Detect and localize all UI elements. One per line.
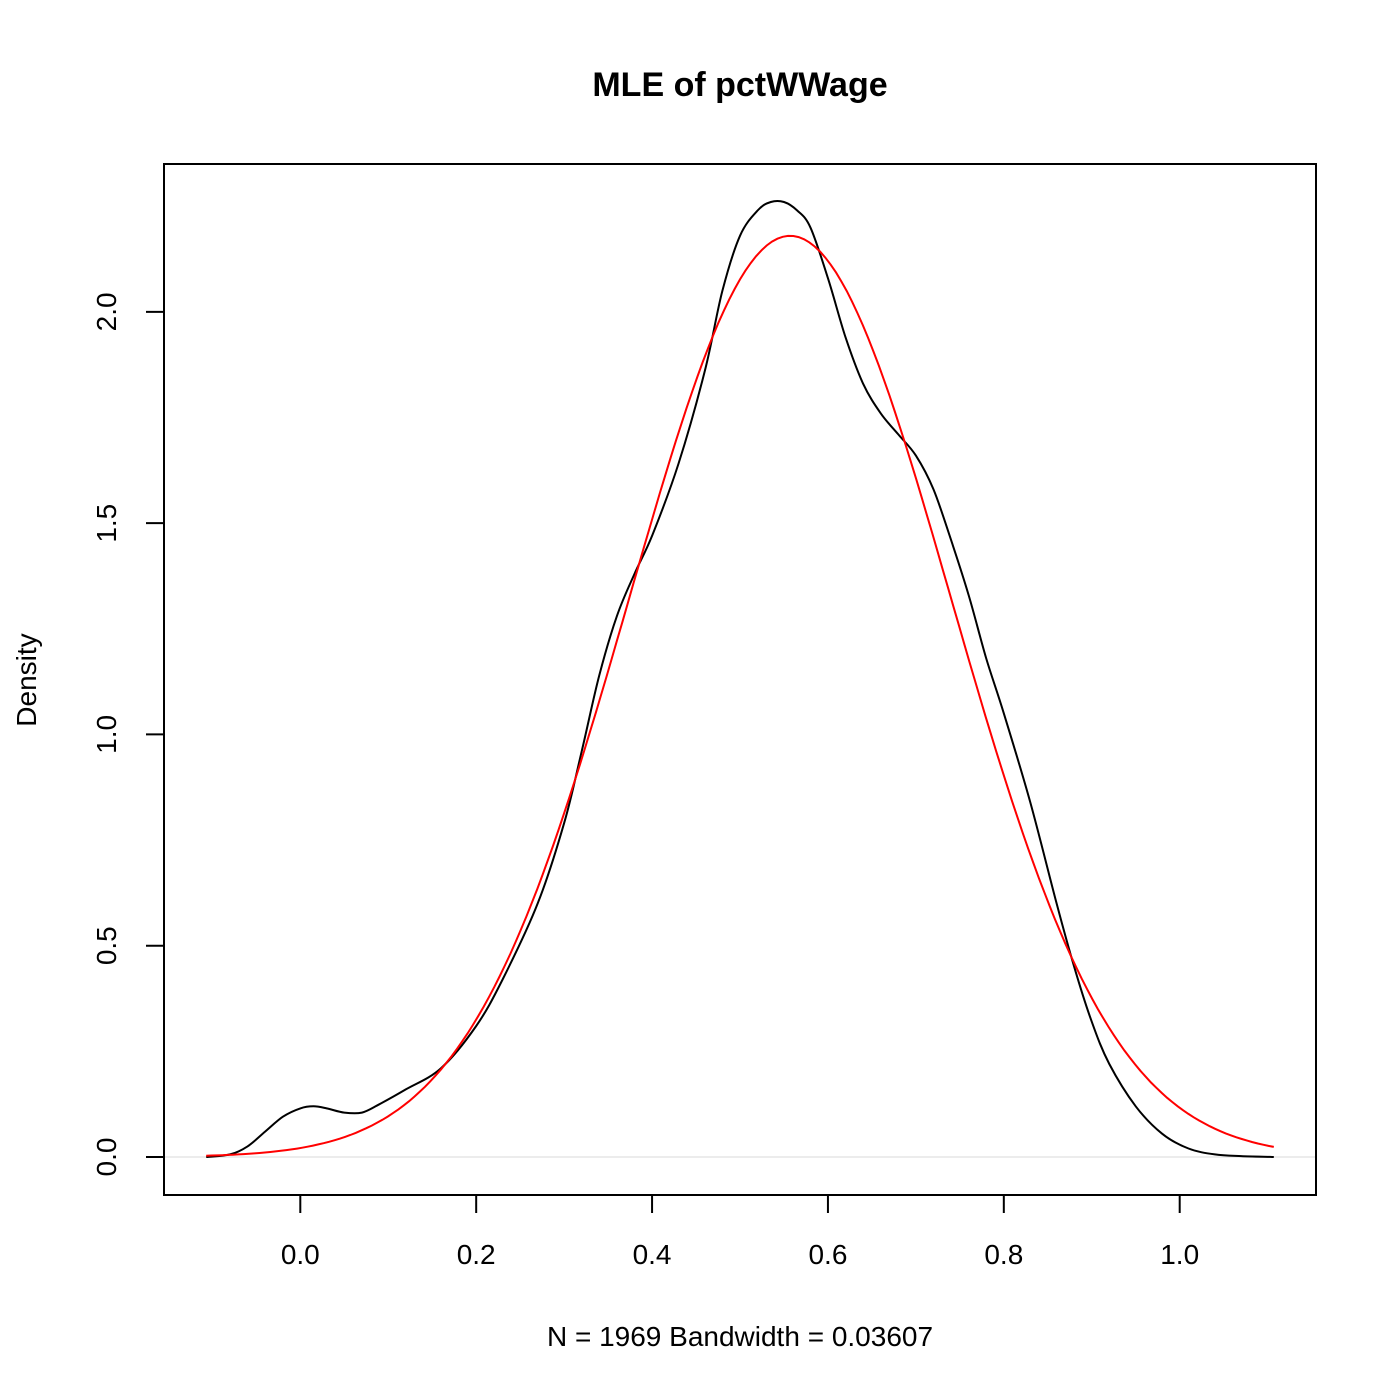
plot-area: [164, 199, 1316, 1158]
x-tick-label: 1.0: [1160, 1239, 1199, 1270]
x-tick-label: 0.8: [984, 1239, 1023, 1270]
kernel-density-line: [206, 199, 1274, 1158]
chart-title: MLE of pctWWage: [592, 66, 887, 104]
x-tick-label: 0.4: [633, 1239, 672, 1270]
y-axis: 0.0 0.5 1.0 1.5 2.0: [91, 292, 165, 1177]
y-tick-label: 0.5: [91, 926, 122, 965]
x-axis: 0.0 0.2 0.4 0.6 0.8 1.0: [281, 1194, 1199, 1270]
y-tick-label: 1.0: [91, 715, 122, 754]
y-axis-label: Density: [11, 633, 42, 726]
y-tick-label: 2.0: [91, 292, 122, 331]
x-axis-label: N = 1969 Bandwidth = 0.03607: [547, 1321, 933, 1352]
plot-frame: [163, 163, 1317, 1196]
y-tick-label: 1.5: [91, 504, 122, 543]
x-tick-label: 0.2: [457, 1239, 496, 1270]
normal-fit-line: [206, 234, 1274, 1157]
y-tick-label: 0.0: [91, 1138, 122, 1177]
x-tick-label: 0.6: [808, 1239, 847, 1270]
x-tick-label: 0.0: [281, 1239, 320, 1270]
